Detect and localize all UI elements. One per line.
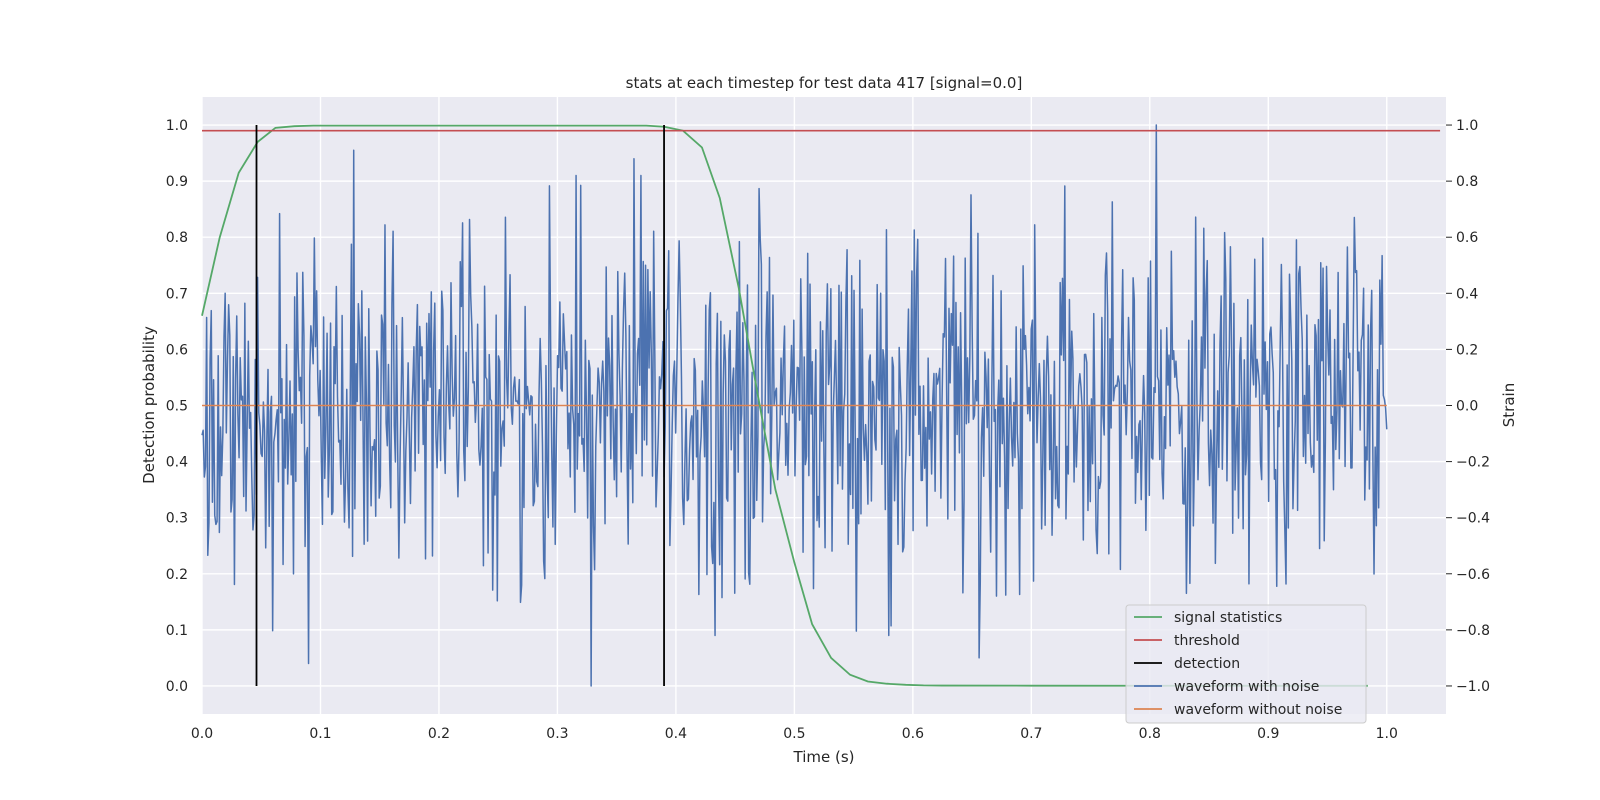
x-tick-label: 0.2 [428, 726, 450, 742]
y-tick-label: 0.3 [166, 511, 188, 527]
x-tick-label: 0.6 [902, 726, 924, 742]
y-tick-label: 0.8 [166, 230, 188, 246]
series-waveform-with-noise [201, 124, 1388, 687]
y-axis-label: Detection probability [140, 326, 158, 484]
series-signal-statistics [201, 124, 1368, 687]
y2-tick-label: −0.2 [1456, 455, 1490, 471]
y2-tick-label: 0.8 [1456, 174, 1478, 190]
legend-label-detection: detection [1174, 656, 1240, 672]
y2-tick-label: 0.0 [1456, 399, 1478, 415]
x-tick-label: 0.5 [783, 726, 805, 742]
y-tick-label: 0.7 [166, 286, 188, 302]
y-tick-label: 0.6 [166, 342, 188, 358]
y-tick-label: 0.1 [166, 623, 188, 639]
y-tick-label: 0.2 [166, 567, 188, 583]
legend-label-waveform-without-noise: waveform without noise [1174, 702, 1342, 718]
y2-tick-label: −0.8 [1456, 623, 1490, 639]
y-tick-label: 0.4 [166, 455, 188, 471]
x-tick-label: 0.0 [191, 726, 213, 742]
legend-box [1125, 604, 1367, 724]
legend-label-waveform-with-noise: waveform with noise [1174, 679, 1319, 695]
x-tick-label: 1.0 [1376, 726, 1398, 742]
x-tick-label: 0.1 [309, 726, 331, 742]
y-tick-label: 0.9 [166, 174, 188, 190]
legend: signal statistics threshold detection wa… [1125, 604, 1367, 724]
y2-tick-label: 0.4 [1456, 286, 1478, 302]
x-tick-label: 0.8 [1139, 726, 1161, 742]
x-tick-label: 0.3 [546, 726, 568, 742]
chart-title: stats at each timestep for test data 417… [626, 74, 1023, 92]
x-axis-label: Time (s) [793, 748, 855, 766]
y-tick-label: 0.0 [166, 679, 188, 695]
series-layer [201, 124, 1441, 687]
axes: 0.0 0.1 0.2 0.3 0.4 0.5 0.6 0.7 0.8 0.9 1.0 0.0 0.1 0… [166, 118, 1490, 742]
legend-label-signal-statistics: signal statistics [1174, 610, 1282, 626]
y2-tick-label: −0.6 [1456, 567, 1490, 583]
y2-tick-label: 0.6 [1456, 230, 1478, 246]
y2-tick-label: −0.4 [1456, 511, 1490, 527]
y2-tick-label: 1.0 [1456, 118, 1478, 134]
y2-tick-label: 0.2 [1456, 342, 1478, 358]
legend-label-threshold: threshold [1174, 633, 1240, 649]
x-tick-label: 0.7 [1020, 726, 1042, 742]
y2-axis-label: Strain [1500, 383, 1518, 427]
x-tick-label: 0.9 [1257, 726, 1279, 742]
x-tick-label: 0.4 [665, 726, 687, 742]
y-tick-label: 1.0 [166, 118, 188, 134]
y-tick-label: 0.5 [166, 399, 188, 415]
y2-tick-label: −1.0 [1456, 679, 1490, 695]
